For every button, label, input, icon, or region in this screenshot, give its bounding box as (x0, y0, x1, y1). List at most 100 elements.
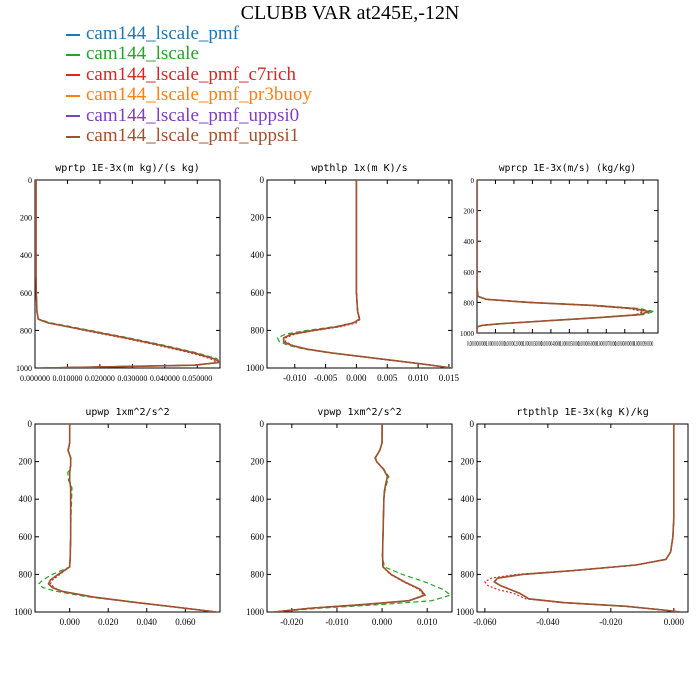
x-tick-label: 0.0000080000 (615, 340, 635, 348)
x-tick-label: 0.0000070000 (596, 340, 616, 348)
plot-frame (34, 179, 221, 369)
x-tick-label: 0.020 (98, 617, 119, 627)
x-tick-label: 0.0000050000 (559, 340, 579, 348)
y-tick-label: 0 (471, 177, 475, 185)
legend-swatch (66, 74, 80, 77)
plot-frame (266, 423, 453, 613)
y-tick-label: 800 (464, 299, 475, 307)
x-tick-label: 0.0000030000 (522, 340, 542, 348)
chart-panel: wprcp 1E-3x(m/s) (kg/kg) 0 200 400 600 800 100… (460, 163, 659, 348)
legend-item: cam144_lscale_pmf_uppsi0 (66, 105, 312, 126)
y-tick-label: 600 (464, 269, 475, 277)
legend-swatch (66, 115, 80, 118)
series-line (282, 180, 452, 368)
x-tick-label: 0.0000040000 (541, 340, 561, 348)
x-tick-label: 0.040000 (150, 374, 180, 383)
series-line (493, 424, 681, 612)
series-line (35, 180, 220, 368)
y-tick-label: 800 (251, 569, 265, 579)
x-tick-label: 0.030000 (117, 374, 147, 383)
x-tick-label: 0.010000 (52, 374, 82, 383)
legend-item: cam144_lscale_pmf_pr3buoy (66, 84, 312, 106)
x-tick-label: 0.060 (175, 617, 196, 627)
series-line (493, 424, 681, 612)
y-tick-label: 600 (20, 289, 32, 298)
y-tick-label: 0 (28, 176, 32, 185)
y-tick-label: 200 (464, 208, 475, 216)
x-tick-label: 0.020000 (85, 374, 115, 383)
series-line (493, 424, 681, 612)
y-tick-label: 200 (461, 457, 475, 467)
plot-frame (34, 423, 221, 613)
y-tick-label: 600 (461, 532, 475, 542)
series-line (35, 180, 219, 368)
x-tick-label: 0.000000 (20, 374, 50, 383)
legend-item: cam144_lscale (66, 44, 312, 64)
y-tick-label: 400 (251, 494, 265, 504)
x-tick-label: 0.000 (346, 373, 367, 383)
series-line (49, 424, 217, 612)
series-line (477, 180, 646, 333)
series-line (477, 180, 655, 333)
x-tick-label: 0.000 (664, 617, 685, 627)
series-line (273, 424, 426, 612)
series-line (47, 424, 217, 612)
series-line (477, 180, 652, 333)
panel-title: wprtp 1E-3x(m kg)/(s kg) (55, 163, 200, 174)
series-line (283, 180, 452, 368)
x-tick-label: 0.0000060000 (578, 340, 598, 348)
series-line (35, 180, 220, 368)
series-line (35, 180, 220, 368)
legend-item: cam144_lscale_pmf_c7rich (66, 64, 312, 85)
y-tick-label: 600 (19, 532, 33, 542)
plot-frame (266, 179, 453, 369)
legend-swatch (66, 33, 80, 36)
y-tick-label: 1000 (16, 364, 32, 373)
y-tick-label: 400 (19, 494, 33, 504)
y-tick-label: 400 (251, 250, 265, 260)
y-tick-label: 200 (19, 457, 33, 467)
x-tick-label: 0.040 (137, 617, 158, 627)
y-tick-label: 600 (251, 532, 265, 542)
y-tick-label: 800 (19, 569, 33, 579)
legend-label: cam144_lscale_pmf_uppsi1 (86, 124, 300, 146)
series-line (273, 424, 452, 612)
legend-label: cam144_lscale_pmf_pr3buoy (86, 84, 312, 106)
y-tick-label: 0 (260, 175, 265, 185)
x-tick-label: -0.010 (283, 373, 307, 383)
legend-swatch (66, 54, 80, 57)
panel-title: rtpthlp 1E-3x(kg K)/kg (516, 407, 648, 418)
series-line (35, 180, 220, 368)
x-tick-label: -0.020 (599, 617, 623, 627)
series-line (37, 424, 219, 612)
y-tick-label: 800 (251, 325, 265, 335)
series-line (477, 180, 652, 333)
series-line (273, 424, 427, 612)
chart-panel: wpthlp 1x(m K)/s 0 200 400 600 800 1000 -0.010-… (246, 163, 460, 383)
panel-title: wprcp 1E-3x(m/s) (kg/kg) (499, 163, 636, 174)
y-tick-label: 200 (251, 213, 265, 223)
y-tick-label: 1000 (246, 607, 265, 617)
x-tick-label: 0.0000020000 (504, 340, 524, 348)
legend-label: cam144_lscale_pmf (86, 23, 240, 44)
y-tick-label: 400 (464, 238, 475, 246)
panel-title: wpthlp 1x(m K)/s (311, 163, 407, 174)
x-tick-label: 0.015 (439, 373, 460, 383)
series-line (483, 424, 681, 612)
series-line (283, 180, 452, 368)
y-tick-label: 200 (251, 457, 265, 467)
x-tick-label: 0.005 (377, 373, 398, 383)
series-line (47, 424, 217, 612)
x-tick-label: 0.050000 (182, 374, 212, 383)
series-line (477, 180, 652, 333)
x-tick-label: -0.020 (280, 617, 304, 627)
legend: cam144_lscale_pmf cam144_lscale cam144_l… (66, 23, 312, 146)
legend-item: cam144_lscale_pmf (66, 23, 312, 44)
panel-title: upwp 1xm^2/s^2 (85, 407, 169, 418)
y-tick-label: 0 (470, 419, 475, 429)
y-tick-label: 1000 (14, 607, 33, 617)
y-tick-label: 800 (20, 326, 32, 335)
y-tick-label: 0 (260, 419, 265, 429)
x-tick-label: -0.040 (536, 617, 560, 627)
